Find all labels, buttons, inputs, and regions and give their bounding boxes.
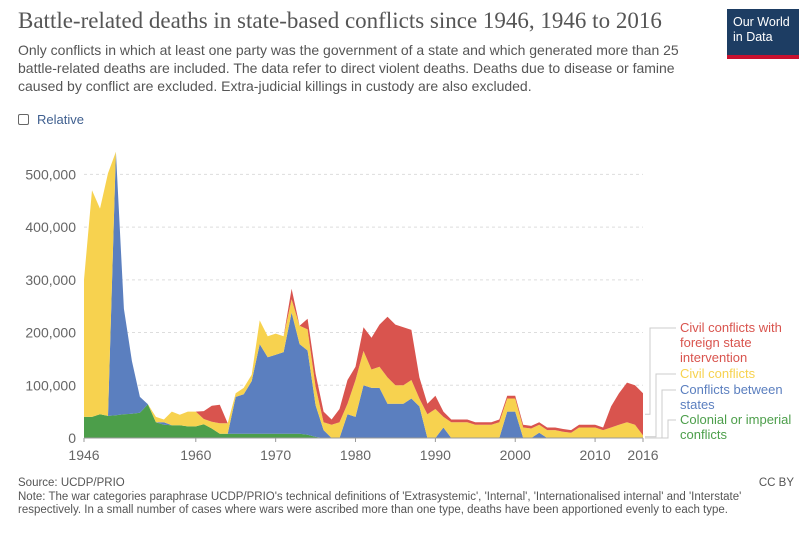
- footer: Source: UCDP/PRIO Note: The war categori…: [18, 477, 788, 518]
- y-tick-label: 300,000: [25, 272, 76, 288]
- note-text: Note: The war categories paraphrase UCDP…: [18, 490, 742, 517]
- chart-subtitle: Only conflicts in which at least one par…: [18, 42, 679, 94]
- x-tick-label: 2000: [500, 447, 531, 463]
- source-line: Source: UCDP/PRIO: [18, 477, 125, 489]
- chart-title: Battle-related deaths in state-based con…: [18, 8, 662, 33]
- legend-label-colonial[interactable]: Colonial or imperial conflicts: [680, 412, 791, 442]
- y-tick-label: 200,000: [25, 325, 76, 341]
- relative-label: Relative: [37, 112, 84, 127]
- x-tick-label: 1970: [260, 447, 291, 463]
- legend-label-between[interactable]: Conflicts between states: [680, 382, 783, 412]
- checkbox-icon[interactable]: [18, 114, 29, 125]
- legend-connector: [645, 419, 676, 439]
- logo-line-2: in Data: [733, 30, 773, 44]
- logo-accent-bar: [727, 55, 799, 59]
- license-badge[interactable]: CC BY: [758, 477, 794, 489]
- y-tick-label: 500,000: [25, 166, 76, 182]
- legend-label-foreign[interactable]: Civil conflicts with foreign state interve…: [680, 320, 782, 365]
- area-series-between[interactable]: [84, 151, 643, 438]
- x-tick-label: 1980: [340, 447, 371, 463]
- logo-line-1: Our World: [733, 15, 790, 29]
- legend-connector: [645, 327, 676, 415]
- x-tick-label: 2010: [580, 447, 611, 463]
- owid-logo[interactable]: Our World in Data: [727, 9, 799, 59]
- y-tick-label: 0: [68, 430, 76, 446]
- x-tick-label: 1990: [420, 447, 451, 463]
- x-tick-label: 2016: [627, 447, 658, 463]
- x-tick-label: 1946: [68, 447, 99, 463]
- area-series-civil[interactable]: [84, 151, 643, 438]
- area-series-colonial[interactable]: [84, 404, 643, 438]
- y-tick-label: 400,000: [25, 219, 76, 235]
- legend-label-civil[interactable]: Civil conflicts: [680, 366, 756, 381]
- legend-connector: [645, 373, 676, 438]
- chart-area[interactable]: 0 100,000 200,000 300,000 400,000 500,000 1946…: [0, 130, 808, 470]
- x-tick-label: 1960: [180, 447, 211, 463]
- relative-toggle[interactable]: Relative: [18, 112, 84, 127]
- y-tick-label: 100,000: [25, 377, 76, 393]
